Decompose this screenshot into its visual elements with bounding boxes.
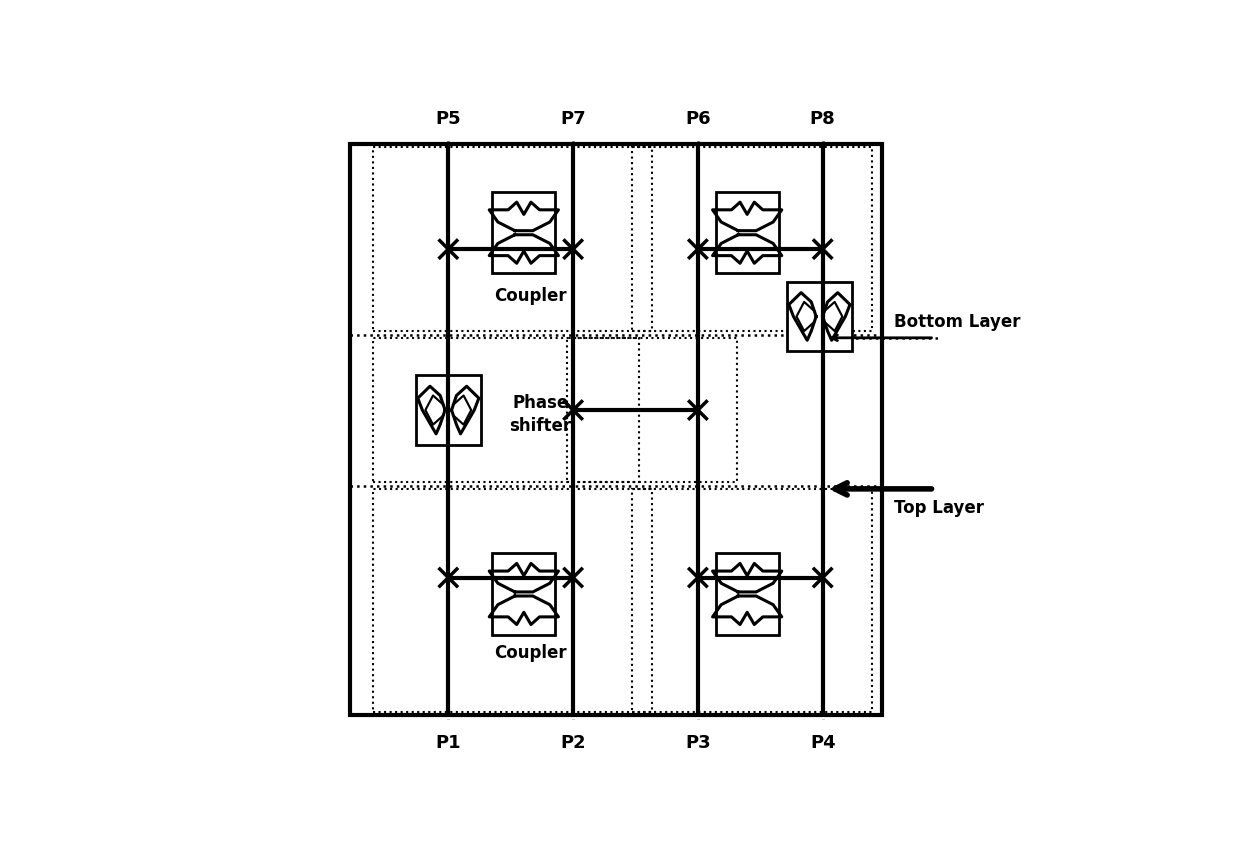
Bar <box>715 554 779 635</box>
Bar <box>492 554 556 635</box>
Bar <box>787 283 852 352</box>
Bar <box>373 489 652 712</box>
Text: P3: P3 <box>684 733 711 751</box>
Bar <box>373 148 652 331</box>
Text: Bottom Layer: Bottom Layer <box>894 313 1021 331</box>
Text: Top Layer: Top Layer <box>894 499 983 517</box>
Text: P7: P7 <box>560 110 587 128</box>
Text: P6: P6 <box>684 110 711 128</box>
Text: Phase
shifter: Phase shifter <box>510 393 572 435</box>
Bar <box>373 338 639 483</box>
Bar <box>632 148 872 331</box>
Bar <box>715 193 779 274</box>
Text: P5: P5 <box>435 110 461 128</box>
Text: P8: P8 <box>810 110 836 128</box>
Text: P4: P4 <box>810 733 836 751</box>
Bar <box>567 338 738 483</box>
Bar <box>350 145 882 716</box>
Text: Coupler: Coupler <box>494 643 567 661</box>
Bar <box>415 376 481 445</box>
Bar <box>632 489 872 712</box>
Text: Coupler: Coupler <box>494 287 567 305</box>
Text: P2: P2 <box>560 733 587 751</box>
Bar <box>492 193 556 274</box>
Text: P1: P1 <box>435 733 461 751</box>
